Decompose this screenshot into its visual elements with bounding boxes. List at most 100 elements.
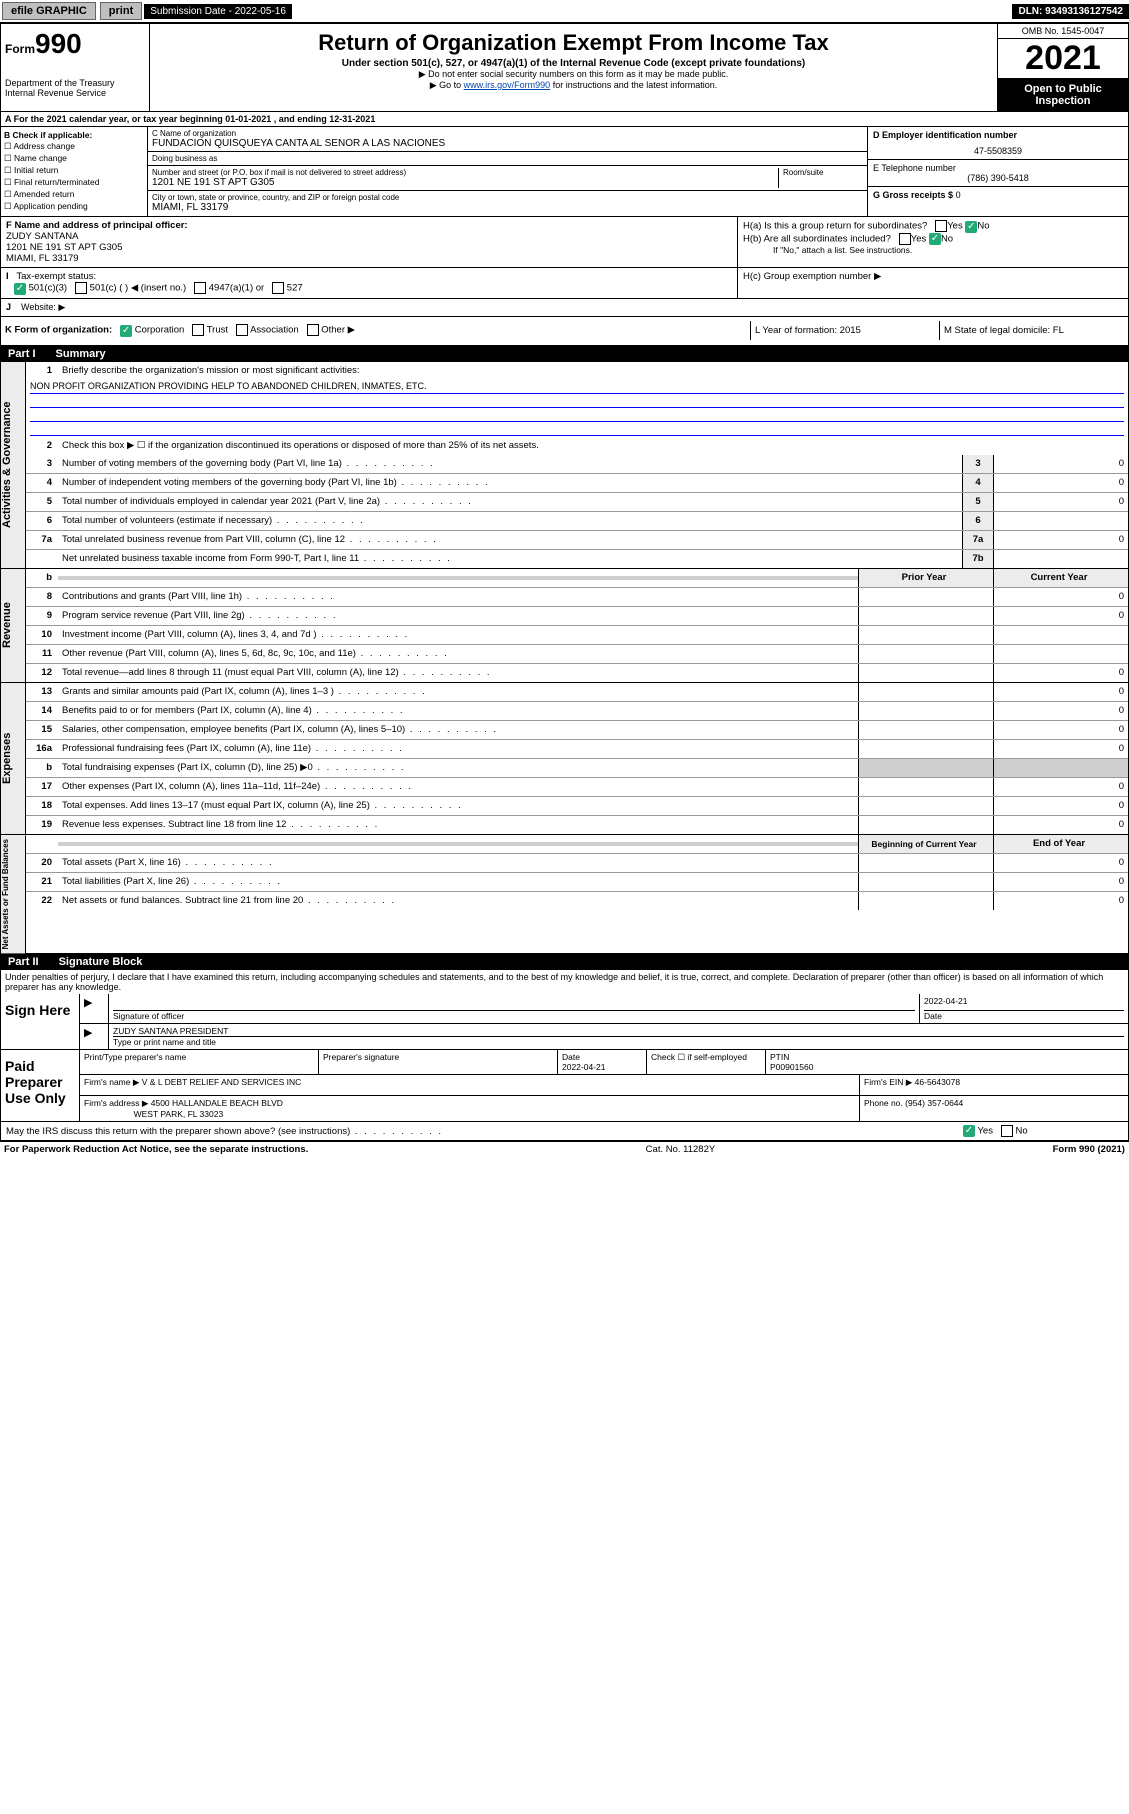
header-right: OMB No. 1545-0047 2021 Open to Public In… [997,24,1128,111]
firm-name-cell: Firm's name ▶ V & L DEBT RELIEF AND SERV… [80,1075,860,1095]
side-rev: Revenue [1,569,26,682]
omb-number: OMB No. 1545-0047 [998,24,1128,39]
cb-address[interactable]: ☐ Address change [4,141,144,152]
data-line: 15Salaries, other compensation, employee… [26,721,1128,740]
side-gov: Activities & Governance [1,362,26,568]
firm-ein-cell: Firm's EIN ▶ 46-5643078 [860,1075,1128,1095]
b-label: B Check if applicable: [4,130,92,140]
row-city: City or town, state or province, country… [148,191,867,215]
city-label: City or town, state or province, country… [152,193,863,202]
phone-value: (786) 390-5418 [873,173,1123,183]
footer: For Paperwork Reduction Act Notice, see … [0,1141,1129,1157]
data-line: 14Benefits paid to or for members (Part … [26,702,1128,721]
side-exp: Expenses [1,683,26,834]
data-line: 21Total liabilities (Part X, line 26)0 [26,873,1128,892]
k-other[interactable] [307,324,319,336]
may-yes-check: ✓ [963,1125,975,1137]
irs-label: Internal Revenue Service [5,88,145,98]
gov-line: Net unrelated business taxable income fr… [26,550,1128,568]
part1-header: Part I Summary [0,346,1129,362]
d-ein: D Employer identification number 47-5508… [868,127,1128,160]
mission-text: NON PROFIT ORGANIZATION PROVIDING HELP T… [30,381,1124,394]
net-block: Net Assets or Fund Balances Beginning of… [0,835,1129,954]
sig-date-cell: 2022-04-21 Date [920,994,1128,1023]
firm-phone-cell: Phone no. (954) 357-0644 [860,1096,1128,1121]
g-val: 0 [956,190,961,200]
declaration: Under penalties of perjury, I declare th… [0,970,1129,994]
end-year-hdr: End of Year [993,835,1128,853]
ein-value: 47-5508359 [873,146,1123,156]
side-net: Net Assets or Fund Balances [1,835,26,953]
note2-post: for instructions and the latest informat… [550,80,717,90]
prep-name: Print/Type preparer's name [80,1050,319,1074]
k-form-org: K Form of organization: ✓ Corporation Tr… [1,320,750,341]
sig-date-val: 2022-04-21 [924,996,1124,1011]
hb-yes[interactable] [899,233,911,245]
row-dba: Doing business as [148,152,867,166]
arrow-icon: ▶ [80,994,109,1023]
ha: H(a) Is this a group return for subordin… [743,220,1123,233]
k-trust[interactable] [192,324,204,336]
gov-line: 7aTotal unrelated business revenue from … [26,531,1128,550]
cb-amended[interactable]: ☐ Amended return [4,189,144,200]
mission-blank1 [30,395,1124,408]
c-name-label: C Name of organization [152,129,863,138]
col-b: B Check if applicable: ☐ Address change … [1,127,148,216]
row-fh: F Name and address of principal officer:… [0,217,1129,268]
header-left: Form990 Department of the Treasury Inter… [1,24,150,111]
f-name: ZUDY SANTANA [6,231,79,242]
part2-title: Signature Block [59,956,143,968]
cb-name[interactable]: ☐ Name change [4,153,144,164]
firm-addr-cell: Firm's address ▶ 4500 HALLANDALE BEACH B… [80,1096,860,1121]
f-officer: F Name and address of principal officer:… [1,217,738,267]
officer-name: ZUDY SANTANA PRESIDENT [113,1026,1124,1037]
gov-block: Activities & Governance 1 Briefly descri… [0,362,1129,569]
rev-header: b Prior Year Current Year [26,569,1128,588]
ptin-cell: PTINP00901560 [766,1050,1128,1074]
part1-label: Part I [8,348,36,360]
cb-pending[interactable]: ☐ Application pending [4,201,144,212]
room-label: Room/suite [783,168,863,177]
prior-year-hdr: Prior Year [858,569,993,587]
g-label: G Gross receipts $ [873,190,953,200]
cb-final[interactable]: ☐ Final return/terminated [4,177,144,188]
may-irs-row: May the IRS discuss this return with the… [0,1122,1129,1142]
i-527[interactable] [272,282,284,294]
print-button[interactable]: print [100,2,142,20]
prep-date: Date2022-04-21 [558,1050,647,1074]
irs-link[interactable]: www.irs.gov/Form990 [464,80,551,90]
e-label: E Telephone number [873,163,956,173]
gov-line: 5Total number of individuals employed in… [26,493,1128,512]
may-irs-yn: ✓ Yes No [958,1122,1128,1141]
form-header: Form990 Department of the Treasury Inter… [0,23,1129,112]
form-subtitle: Under section 501(c), 527, or 4947(a)(1)… [154,58,993,69]
sig-date-label: Date [924,1011,942,1021]
efile-button[interactable]: efile GRAPHIC [2,2,96,20]
section-a: B Check if applicable: ☐ Address change … [0,127,1129,217]
cb-initial[interactable]: ☐ Initial return [4,165,144,176]
city: MIAMI, FL 33179 [152,202,863,213]
col-c: C Name of organization FUNDACION QUISQUE… [148,127,867,216]
footer-right: Form 990 (2021) [1053,1144,1125,1155]
data-line: 16aProfessional fundraising fees (Part I… [26,740,1128,759]
part2-header: Part II Signature Block [0,954,1129,970]
k-corp-check: ✓ [120,325,132,337]
form-title: Return of Organization Exempt From Incom… [154,30,993,56]
e-phone: E Telephone number (786) 390-5418 [868,160,1128,187]
c-name: FUNDACION QUISQUEYA CANTA AL SENOR A LAS… [152,138,863,149]
data-line: 20Total assets (Part X, line 16)0 [26,854,1128,873]
i-4947[interactable] [194,282,206,294]
data-line: 13Grants and similar amounts paid (Part … [26,683,1128,702]
open-inspection: Open to Public Inspection [998,79,1128,111]
note-ssn: ▶ Do not enter social security numbers o… [154,69,993,80]
dln: DLN: 93493136127542 [1012,4,1129,19]
may-no[interactable] [1001,1125,1013,1137]
k-assoc[interactable] [236,324,248,336]
i-501c[interactable] [75,282,87,294]
ha-yes[interactable] [935,220,947,232]
f-addr2: MIAMI, FL 33179 [6,253,79,264]
data-line: 18Total expenses. Add lines 13–17 (must … [26,797,1128,816]
part1-title: Summary [56,348,106,360]
addr: 1201 NE 191 ST APT G305 [152,177,778,188]
line-a: A For the 2021 calendar year, or tax yea… [0,112,1129,127]
